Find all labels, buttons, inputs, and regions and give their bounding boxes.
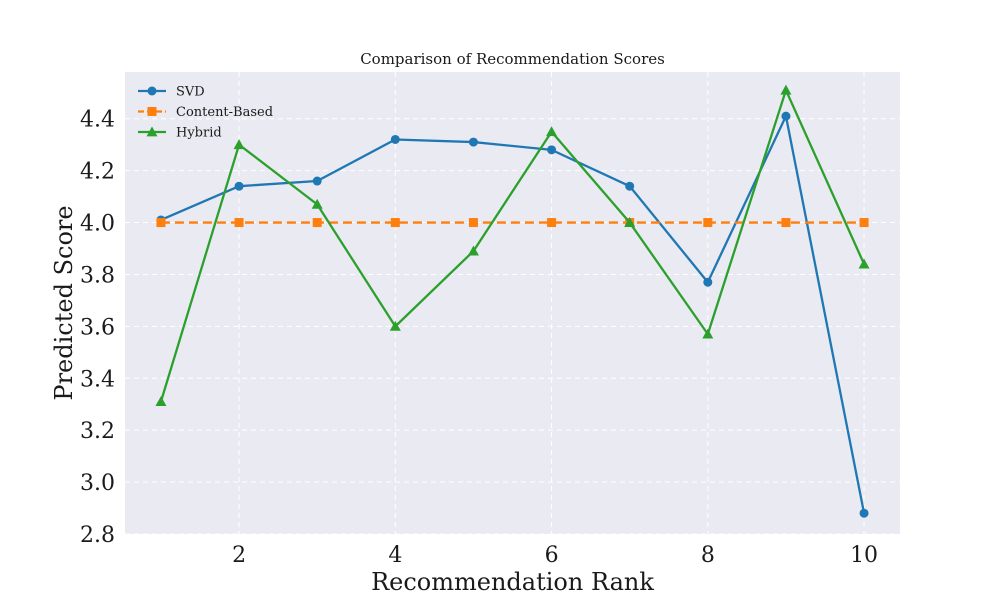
x-axis-label: Recommendation Rank	[371, 568, 654, 596]
data-point	[859, 218, 869, 228]
data-point	[703, 277, 713, 287]
y-tick-label: 3.4	[80, 367, 115, 392]
legend: SVD Content-Based Hybrid	[138, 85, 273, 141]
data-point	[702, 328, 714, 339]
data-point	[703, 218, 713, 228]
x-tick-label: 4	[388, 543, 402, 568]
y-axis-label: Predicted Score	[50, 205, 78, 400]
legend-entry: SVD	[138, 85, 205, 100]
series-line	[159, 89, 866, 402]
data-point	[312, 218, 322, 228]
data-point	[233, 139, 245, 150]
data-point	[467, 245, 479, 256]
series-hybrid	[155, 84, 870, 407]
data-point	[858, 258, 870, 269]
y-tick-label: 2.8	[80, 523, 115, 548]
data-point	[390, 218, 400, 228]
data-point	[468, 218, 478, 228]
data-point	[147, 107, 157, 116]
series-line	[160, 114, 866, 514]
data-point	[547, 218, 557, 228]
legend-entry: Content-Based	[138, 105, 273, 120]
legend-label: SVD	[176, 85, 205, 100]
y-tick-label: 3.0	[80, 471, 115, 496]
tick-labels: 2 4 6 8 10 2.8 3.0 3.2 3.4 3.6 3.8 4.0 4.2 4.4	[80, 108, 878, 568]
data-point	[146, 126, 158, 137]
data-point	[311, 198, 323, 209]
data-point	[468, 137, 478, 147]
data-point	[625, 181, 635, 191]
y-tick-label: 3.2	[80, 419, 115, 444]
data-point	[234, 218, 244, 228]
series-svd	[156, 111, 869, 518]
legend-label: Hybrid	[176, 126, 222, 141]
data-point	[390, 134, 400, 144]
series-group	[155, 84, 870, 518]
chart-title: Comparison of Recommendation Scores	[360, 50, 665, 68]
y-tick-label: 4.2	[80, 160, 115, 185]
series-content-based	[156, 218, 869, 228]
legend-label: Content-Based	[176, 105, 273, 120]
y-tick-label: 3.6	[80, 315, 115, 340]
legend-entry: Hybrid	[138, 126, 222, 141]
data-point	[547, 145, 557, 155]
data-point	[546, 126, 558, 137]
data-point	[624, 217, 636, 227]
x-tick-label: 2	[232, 543, 246, 568]
data-point	[389, 320, 401, 331]
data-point	[780, 84, 792, 95]
data-point	[781, 218, 791, 228]
x-tick-label: 10	[850, 543, 878, 568]
data-point	[156, 218, 166, 228]
data-point	[859, 508, 869, 518]
x-tick-label: 8	[701, 543, 715, 568]
data-point	[155, 396, 167, 407]
x-tick-label: 6	[545, 543, 559, 568]
y-tick-label: 3.8	[80, 263, 115, 288]
y-tick-label: 4.4	[80, 108, 115, 133]
data-point	[147, 86, 157, 96]
data-point	[234, 181, 244, 191]
plot-area	[125, 72, 900, 534]
y-tick-label: 4.0	[80, 212, 115, 237]
data-point	[312, 176, 322, 186]
data-point	[781, 111, 791, 121]
